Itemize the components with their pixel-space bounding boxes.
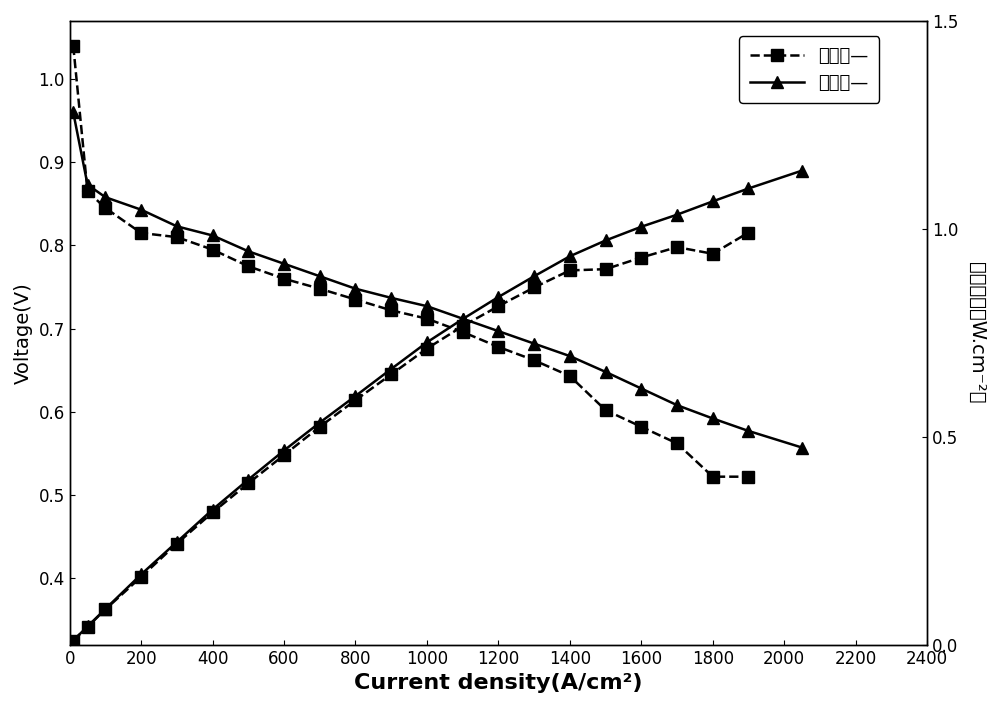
实施例— [278, 259, 290, 268]
实施例— [600, 368, 612, 376]
实施例— [421, 302, 433, 310]
实施例— [82, 180, 94, 189]
比较例— [492, 343, 504, 351]
实施例— [67, 108, 79, 117]
Legend: 比较例—, 实施例—: 比较例—, 实施例— [739, 36, 879, 103]
比较例— [635, 423, 647, 431]
实施例— [564, 352, 576, 361]
比较例— [564, 372, 576, 380]
比较例— [600, 406, 612, 414]
实施例— [385, 293, 397, 302]
比较例— [82, 187, 94, 196]
实施例— [171, 222, 183, 230]
实施例— [135, 206, 147, 214]
实施例— [99, 193, 111, 201]
实施例— [528, 339, 540, 348]
实施例— [742, 427, 754, 436]
实施例— [314, 272, 326, 281]
比较例— [385, 306, 397, 315]
比较例— [242, 262, 254, 271]
实施例— [457, 315, 469, 323]
实施例— [207, 231, 219, 240]
实施例— [671, 401, 683, 409]
比较例— [314, 284, 326, 293]
实施例— [242, 247, 254, 255]
比较例— [457, 328, 469, 337]
比较例— [207, 245, 219, 254]
Line: 实施例—: 实施例— [67, 106, 808, 454]
X-axis label: Current density(A/cm²): Current density(A/cm²) [354, 673, 643, 693]
比较例— [67, 42, 79, 50]
Y-axis label: Voltage(V): Voltage(V) [14, 282, 33, 384]
Y-axis label: 功率密度（W.cm⁻²）: 功率密度（W.cm⁻²） [967, 262, 986, 404]
比较例— [278, 274, 290, 283]
比较例— [421, 315, 433, 323]
比较例— [671, 439, 683, 448]
实施例— [349, 284, 361, 293]
实施例— [492, 327, 504, 335]
比较例— [707, 472, 719, 481]
比较例— [171, 233, 183, 241]
实施例— [796, 443, 808, 452]
实施例— [707, 414, 719, 423]
比较例— [528, 356, 540, 365]
比较例— [135, 229, 147, 238]
Line: 比较例—: 比较例— [68, 40, 754, 482]
比较例— [742, 472, 754, 481]
比较例— [349, 296, 361, 304]
比较例— [99, 204, 111, 212]
实施例— [635, 385, 647, 393]
